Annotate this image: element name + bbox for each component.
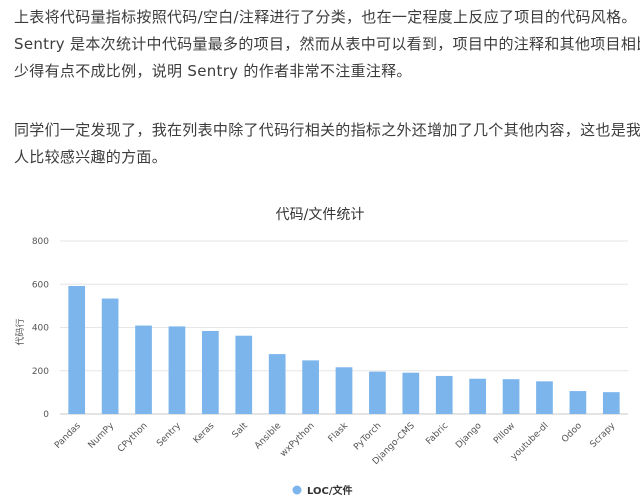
x-tick-label: Salt: [231, 421, 251, 441]
bar-sentry[interactable]: [168, 326, 186, 414]
x-tick-label: Odoo: [560, 421, 584, 445]
y-tick-label: 800: [32, 237, 49, 247]
bar-ansible[interactable]: [268, 354, 286, 414]
x-tick-label: PyTorch: [352, 421, 383, 452]
x-tick-label: NumPy: [87, 421, 117, 451]
x-tick-label: CPython: [116, 421, 150, 455]
bar-cpython[interactable]: [135, 325, 152, 414]
chart-title: 代码/文件统计: [276, 207, 365, 223]
bar-keras[interactable]: [202, 330, 219, 414]
bar-youtube-dl[interactable]: [536, 381, 553, 414]
paragraph-1-line-2: Sentry 是本次统计中代码量最多的项目，然而从表中可以看到，项目中的注释和其…: [14, 35, 640, 53]
y-tick-label: 0: [43, 410, 49, 420]
x-tick-label: Pandas: [53, 421, 83, 451]
y-tick-label: 400: [32, 324, 49, 334]
x-tick-label: Pillow: [492, 421, 517, 446]
bar-django[interactable]: [469, 378, 486, 414]
x-axis-ticks: Pandas NumPy CPython Sentry Keras Salt Ansible…: [53, 420, 618, 467]
y-axis-ticks: 0 200 400 600 800: [32, 237, 49, 420]
bar-pandas[interactable]: [68, 285, 86, 414]
bar-chart: 代码/文件统计 代码行 0 200 400 600 800 Pandas NumPy CPy…: [14, 207, 628, 497]
bar-wxpython[interactable]: [302, 360, 319, 414]
x-tick-label: wxPython: [279, 421, 317, 459]
x-tick-label: Keras: [192, 421, 217, 446]
paragraph-1-line-3: 少得有点不成比例，说明 Sentry 的作者非常不注重注释。: [14, 62, 412, 80]
bar-django-cms[interactable]: [402, 372, 420, 414]
x-tick-label: Fabric: [424, 421, 450, 447]
paragraph-2: 同学们一定发现了，我在列表中除了代码行相关的指标之外还增加了几个其他内容，这也是…: [14, 117, 640, 171]
bar-odoo[interactable]: [569, 391, 587, 414]
bar-numpy[interactable]: [101, 298, 119, 414]
x-tick-label: Django: [454, 421, 484, 451]
bar-salt[interactable]: [235, 335, 253, 414]
bar-pytorch[interactable]: [369, 371, 386, 414]
x-tick-label: Scrapy: [588, 421, 617, 450]
y-axis-label: 代码行: [14, 318, 26, 345]
y-tick-label: 600: [32, 280, 49, 290]
paragraph-2-line-1: 同学们一定发现了，我在列表中除了代码行相关的指标之外还增加了几个其他内容，这也是…: [14, 121, 640, 139]
bar-fabric[interactable]: [435, 375, 453, 414]
bar-flask[interactable]: [335, 367, 353, 414]
bars: [68, 285, 620, 414]
bar-scrapy[interactable]: [602, 392, 620, 414]
legend[interactable]: LOC/文件: [292, 484, 353, 497]
x-tick-label: Sentry: [155, 421, 183, 449]
bar-pillow[interactable]: [502, 379, 520, 414]
y-tick-label: 200: [32, 367, 49, 377]
paragraph-2-line-2: 人比较感兴趣的方面。: [14, 148, 168, 166]
paragraph-1-line-1: 上表将代码量指标按照代码/空白/注释进行了分类，也在一定程度上反应了项目的代码风…: [14, 8, 637, 26]
gridlines: [60, 240, 628, 415]
x-tick-label: Flask: [327, 420, 351, 444]
legend-label: LOC/文件: [307, 484, 353, 497]
legend-marker: [292, 485, 302, 495]
paragraph-1: 上表将代码量指标按照代码/空白/注释进行了分类，也在一定程度上反应了项目的代码风…: [14, 4, 640, 85]
x-tick-label: Ansible: [253, 421, 284, 452]
